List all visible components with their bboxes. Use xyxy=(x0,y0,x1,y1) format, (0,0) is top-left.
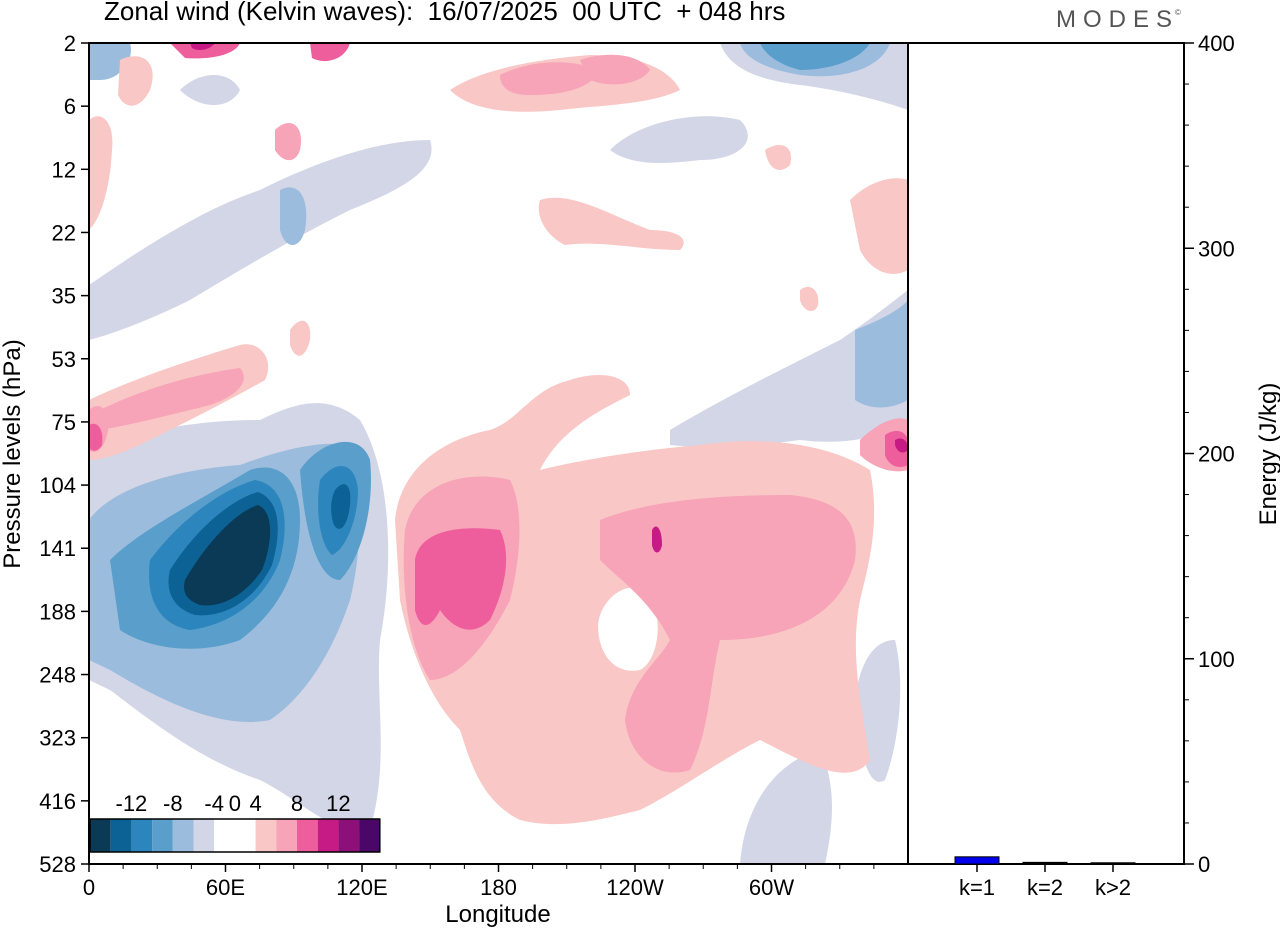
brand-name: MODES xyxy=(1056,6,1180,33)
pos-hole xyxy=(598,587,658,671)
pos-mid-region xyxy=(500,62,600,95)
y-tick-label: 104 xyxy=(39,473,76,498)
colorbar-swatch xyxy=(338,819,360,852)
energy-axis-label: Energy (J/kg) xyxy=(1255,383,1280,526)
x-tick-label: 180 xyxy=(480,875,517,900)
pos-strong-region xyxy=(415,528,507,630)
neg-weak-region xyxy=(670,290,908,448)
pos-max-regions xyxy=(190,43,908,553)
colorbar-label: 4 xyxy=(249,791,261,816)
pos-max-region xyxy=(652,526,662,553)
energy-panel: 0 100 200 300 400 k=1 k=2 k>2 xyxy=(907,31,1235,900)
pos-max-region xyxy=(190,43,215,51)
neg-strong-region xyxy=(760,43,870,70)
neg-mid-region xyxy=(855,300,908,408)
neg-mid-region xyxy=(280,187,307,245)
x-tick-label: 120W xyxy=(606,875,664,900)
colorbar-swatch xyxy=(255,819,277,852)
y-tick-label: 528 xyxy=(39,852,76,877)
colorbar-swatch xyxy=(90,819,111,852)
energy-tick-label: 200 xyxy=(1198,442,1235,467)
energy-bar xyxy=(1022,861,1068,865)
neg-max-region xyxy=(331,484,351,529)
colorbar-frame xyxy=(89,818,381,853)
pos-mid-region xyxy=(275,122,301,161)
pos-strong-region xyxy=(89,423,103,451)
colorbar-swatch xyxy=(359,819,380,852)
colorbar-swatch xyxy=(152,819,173,852)
colorbar-swatch xyxy=(131,819,153,852)
chart-title: Zonal wind (Kelvin waves): 16/07/2025 00… xyxy=(104,0,786,26)
pos-weak-region xyxy=(850,178,908,274)
neg-weak-region xyxy=(180,75,240,105)
energy-cat-label: k=1 xyxy=(959,875,995,900)
y-tick-label: 6 xyxy=(64,94,76,119)
energy-bar xyxy=(954,856,1000,865)
energy-cat-label: k=2 xyxy=(1027,875,1063,900)
pos-strong-region xyxy=(170,43,240,59)
energy-tick-label: 0 xyxy=(1198,852,1210,877)
colorbar-label: 12 xyxy=(326,791,350,816)
pos-mid-region xyxy=(100,368,244,430)
y-tick-label: 248 xyxy=(39,663,76,688)
x-tick-label: 60W xyxy=(749,875,794,900)
colorbar-swatch xyxy=(297,819,318,852)
y-tick-label: 416 xyxy=(39,789,76,814)
neg-weak-region xyxy=(740,750,832,864)
colorbar-label: -12 xyxy=(116,791,148,816)
x-axis-label: Longitude xyxy=(445,901,550,928)
colorbar-label: 0 xyxy=(229,791,241,816)
pos-max-region xyxy=(895,438,908,453)
colorbar-swatch xyxy=(317,819,339,852)
x-axis-ticks: 0 60E 120E 180 120W 60W xyxy=(83,864,875,900)
pos-weak-region xyxy=(290,320,311,356)
y-tick-label: 2 xyxy=(64,31,76,56)
y-tick-label: 323 xyxy=(39,726,76,751)
y-axis-ticks: 2 6 12 22 35 53 75 104 141 188 248 323 416 528 xyxy=(39,31,89,877)
neg-weak-region xyxy=(610,116,748,163)
x-tick-label: 0 xyxy=(83,875,95,900)
pos-mid-region xyxy=(580,54,650,85)
energy-tick-label: 400 xyxy=(1198,31,1235,56)
brand-logo: MODES© xyxy=(1056,6,1185,34)
colorbar-swatch xyxy=(110,819,132,852)
x-tick-label: 60E xyxy=(206,875,245,900)
y-tick-label: 141 xyxy=(39,536,76,561)
colorbar-swatch xyxy=(276,819,297,852)
pos-strong-region xyxy=(310,43,350,62)
y-tick-label: 75 xyxy=(52,410,76,435)
neg-core xyxy=(184,505,271,606)
colorbar-swatch xyxy=(172,819,194,852)
colorbar: -12 -8 -4 0 4 8 12 xyxy=(89,791,381,853)
energy-cat-label: k>2 xyxy=(1095,875,1131,900)
pos-mid-region xyxy=(600,495,856,773)
pos-weak-region xyxy=(800,286,819,312)
colorbar-label: -8 xyxy=(163,791,183,816)
y-tick-label: 53 xyxy=(52,347,76,372)
colorbar-swatch xyxy=(193,819,215,852)
neg-weak-region xyxy=(89,140,432,340)
colorbar-swatch xyxy=(234,819,256,852)
colorbar-label: 8 xyxy=(291,791,303,816)
pos-weak-region xyxy=(89,116,113,230)
y-axis-label: Pressure levels (hPa) xyxy=(0,339,26,568)
colorbar-swatch xyxy=(214,819,235,852)
pos-weak-region xyxy=(538,197,684,250)
pos-strong-regions xyxy=(89,43,908,630)
energy-tick-label: 100 xyxy=(1198,647,1235,672)
contour-field xyxy=(89,43,908,864)
energy-tick-label: 300 xyxy=(1198,236,1235,261)
y-tick-label: 12 xyxy=(52,157,76,182)
energy-axes-frame xyxy=(907,42,1185,865)
pos-weak-region xyxy=(118,56,153,106)
y-tick-label: 188 xyxy=(39,599,76,624)
pos-weak-region xyxy=(765,145,791,170)
y-tick-label: 35 xyxy=(52,284,76,309)
brand-mark: © xyxy=(1175,8,1181,17)
energy-bar xyxy=(1090,862,1136,865)
y-tick-label: 22 xyxy=(52,220,76,245)
colorbar-label: -4 xyxy=(204,791,224,816)
x-tick-label: 120E xyxy=(336,875,387,900)
